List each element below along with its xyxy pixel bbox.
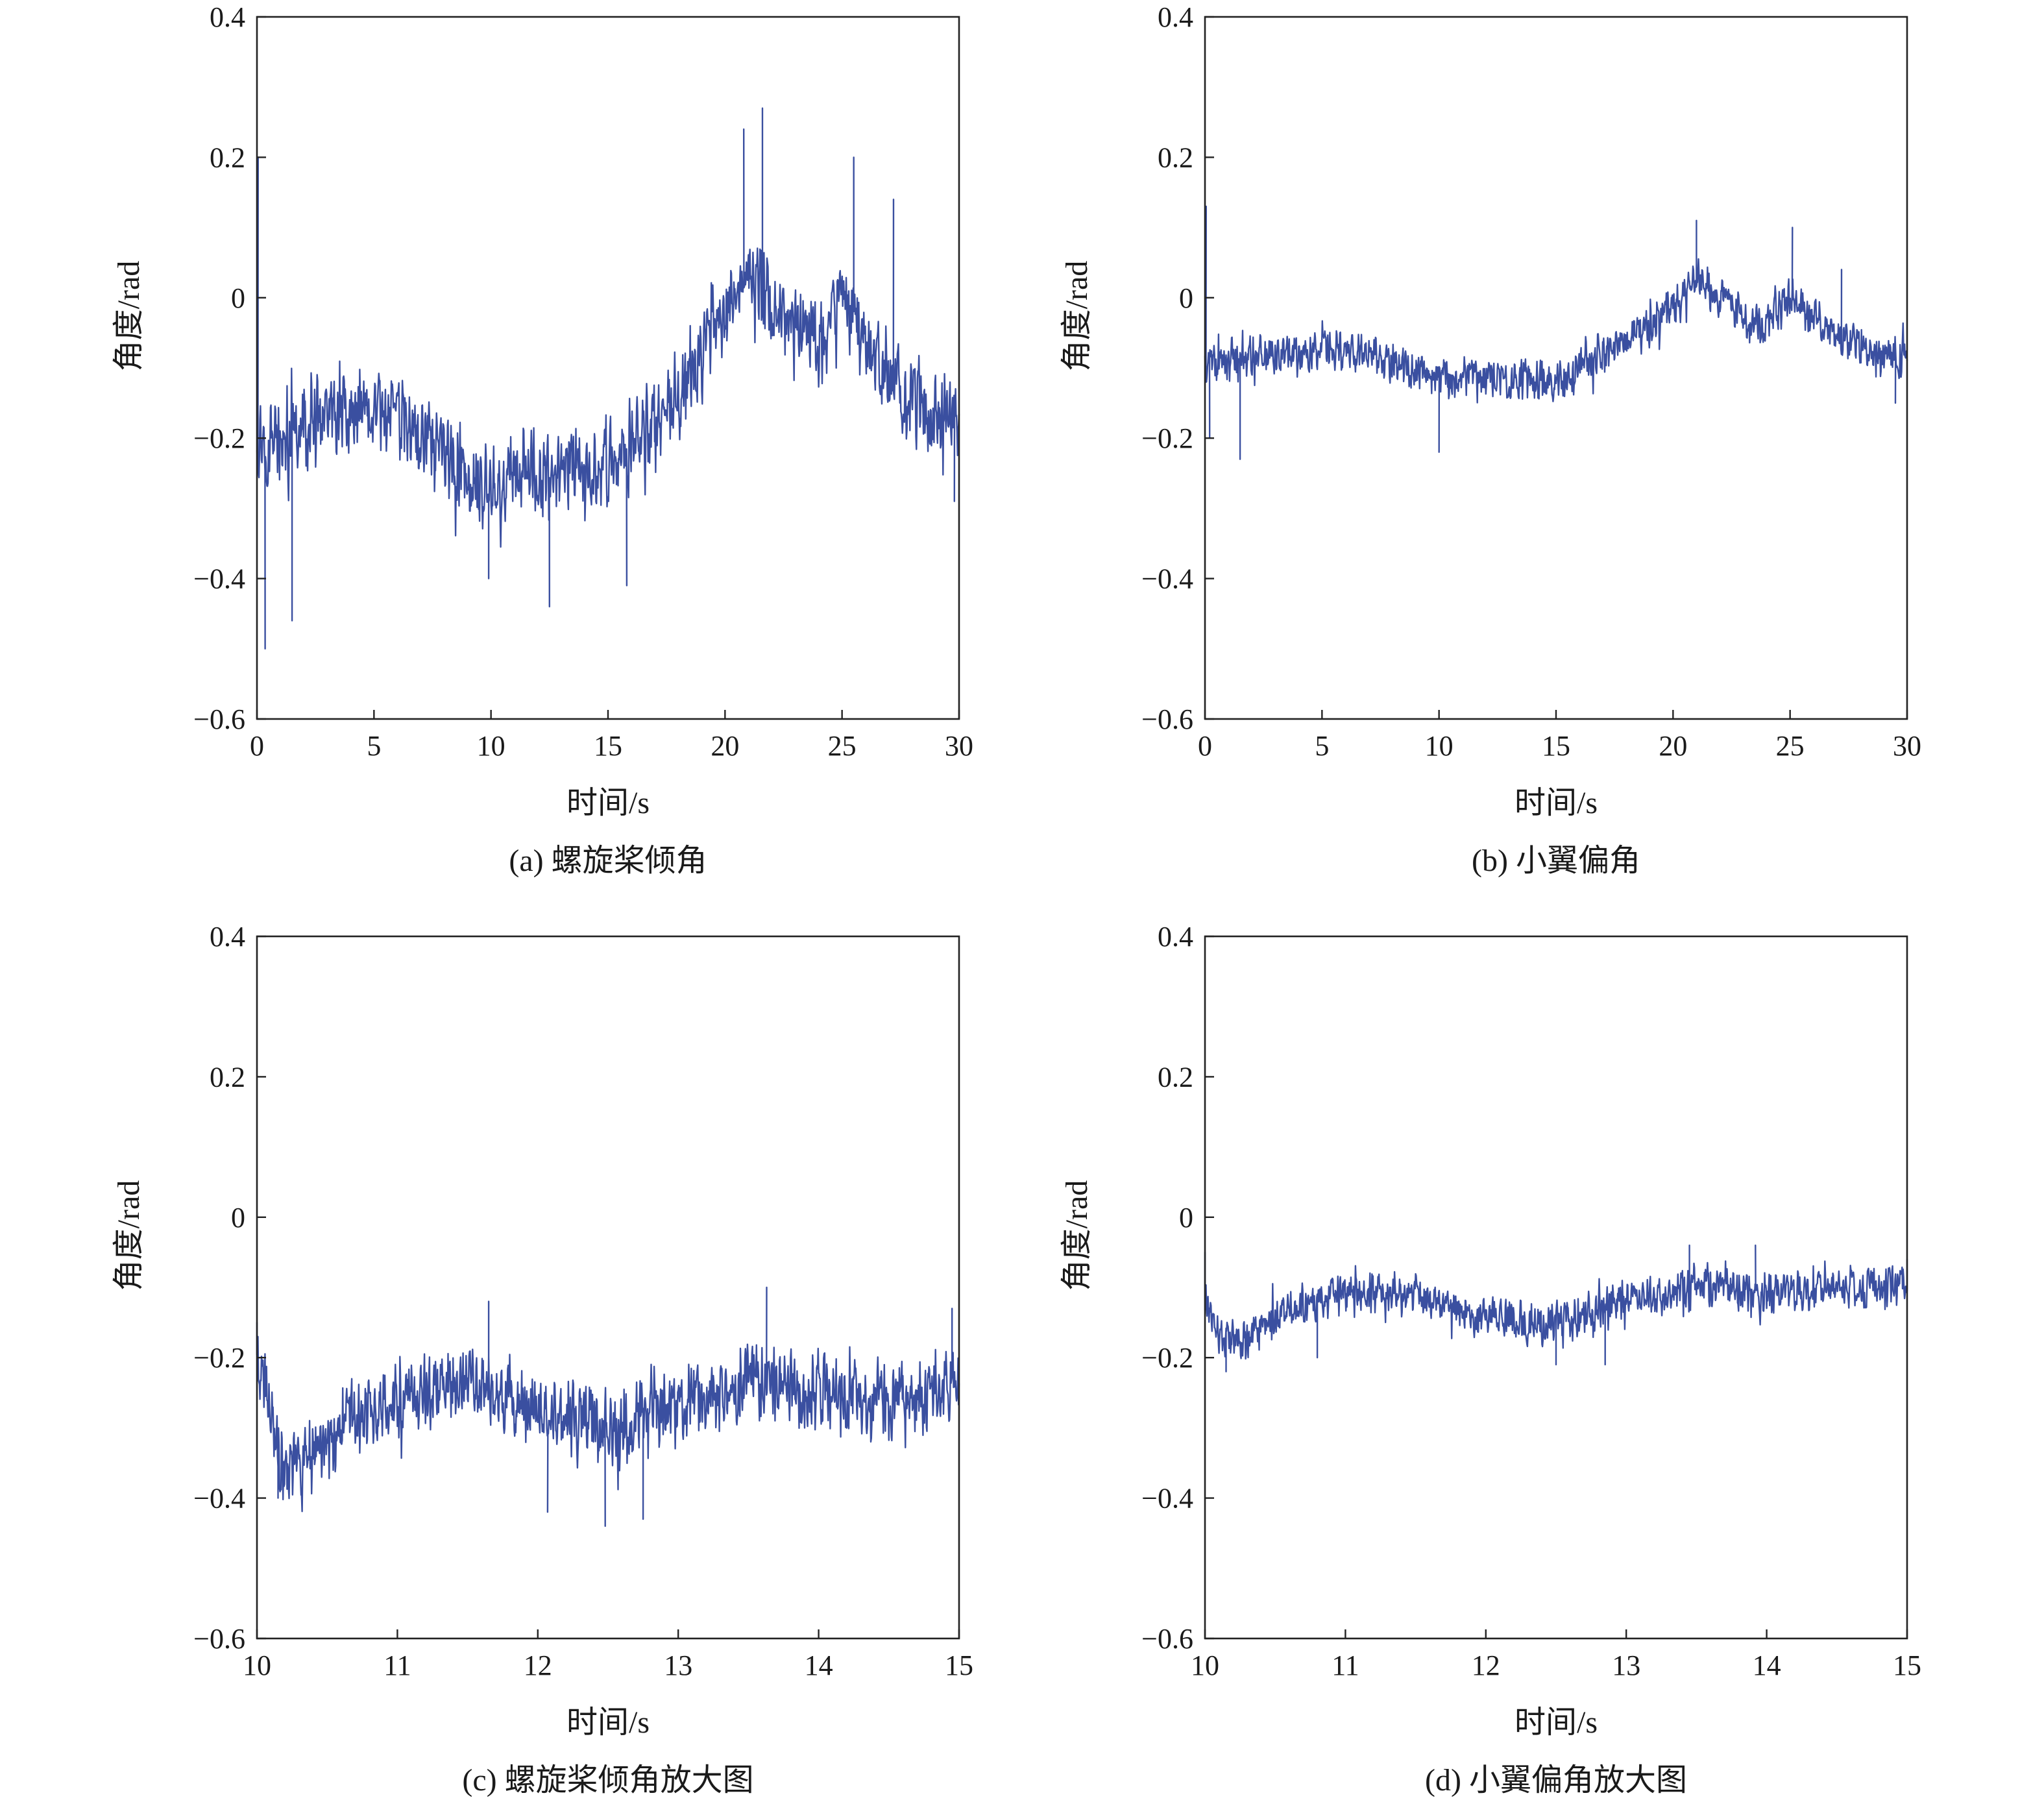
x-tick-label: 10: [1191, 1650, 1219, 1681]
x-tick-label: 10: [243, 1650, 271, 1681]
y-tick-label: 0.2: [1158, 141, 1193, 173]
x-axis-label: 时间/s: [1515, 1705, 1598, 1740]
x-tick-label: 10: [477, 730, 505, 762]
x-tick-label: 25: [828, 730, 857, 762]
y-tick-label: −0.6: [193, 1623, 245, 1655]
axes-frame-d: [1204, 935, 1908, 1640]
y-tick-label: −0.4: [193, 563, 245, 595]
x-tick-label: 0: [250, 730, 264, 762]
x-tick-label: 11: [1332, 1650, 1359, 1681]
y-tick-label: −0.4: [193, 1483, 245, 1515]
y-tick-label: −0.2: [1141, 422, 1193, 454]
y-axis-label: 角度/rad: [1060, 261, 1094, 372]
chart-panel-a: 0 5 10 15 20 25 30 0.4 0.2 0 −0.2 −0.4 −0.6 时间/s 角度/ra…: [112, 1, 973, 878]
x-tick-label: 30: [945, 730, 973, 762]
x-tick-label: 15: [1893, 1650, 1921, 1681]
x-tick-label: 0: [1198, 730, 1212, 762]
y-tick-label: 0.4: [1158, 921, 1193, 953]
panel-caption: (b) 小翼偏角: [1472, 844, 1640, 878]
x-tick-label: 14: [805, 1650, 833, 1681]
y-tick-label: 0.4: [1158, 1, 1193, 33]
x-axis-label: 时间/s: [1515, 786, 1598, 820]
x-tick-label: 25: [1776, 730, 1805, 762]
data-line-c: [256, 1286, 960, 1528]
x-tick-label: 12: [524, 1650, 552, 1681]
y-tick-label: 0: [1179, 1202, 1193, 1234]
data-line-b: [1204, 205, 1908, 460]
x-axis-label: 时间/s: [566, 1705, 650, 1740]
y-tick-label: −0.4: [1141, 1483, 1193, 1515]
y-tick-label: −0.2: [193, 1342, 245, 1374]
y-tick-label: −0.6: [193, 703, 245, 735]
data-line-d: [1204, 1244, 1908, 1372]
panel-caption: (a) 螺旋桨倾角: [509, 844, 707, 878]
y-tick-label: 0.2: [1158, 1061, 1193, 1093]
x-tick-label: 20: [1659, 730, 1687, 762]
y-tick-label: 0: [1179, 282, 1193, 314]
data-line-a: [256, 107, 960, 650]
y-tick-label: 0: [231, 282, 245, 314]
x-tick-label: 10: [1425, 730, 1454, 762]
chart-panel-c: 10 11 12 13 14 15 0.4 0.2 0 −0.2 −0.4 −0.6 时间/s 角度/ra…: [112, 921, 973, 1797]
y-tick-label: −0.2: [193, 422, 245, 454]
y-axis-label: 角度/rad: [1060, 1180, 1094, 1291]
x-tick-label: 15: [945, 1650, 973, 1681]
x-tick-label: 15: [594, 730, 622, 762]
panel-caption: (c) 螺旋桨倾角放大图: [462, 1763, 753, 1797]
panel-caption: (d) 小翼偏角放大图: [1425, 1763, 1687, 1797]
x-tick-label: 20: [711, 730, 739, 762]
y-tick-label: 0.4: [210, 921, 245, 953]
y-tick-label: −0.2: [1141, 1342, 1193, 1374]
chart-panel-b: 0 5 10 15 20 25 30 0.4 0.2 0 −0.2 −0.4 −0.6 时间/s 角度/ra…: [1060, 1, 1921, 878]
x-tick-label: 12: [1472, 1650, 1500, 1681]
y-tick-label: 0.2: [210, 1061, 245, 1093]
y-tick-label: −0.6: [1141, 703, 1193, 735]
x-tick-label: 11: [383, 1650, 411, 1681]
y-tick-label: −0.4: [1141, 563, 1193, 595]
x-tick-label: 14: [1753, 1650, 1781, 1681]
axes-frame-c: [256, 935, 960, 1640]
axes-frame-b: [1204, 16, 1908, 720]
y-tick-label: 0: [231, 1202, 245, 1234]
x-tick-label: 5: [367, 730, 381, 762]
x-tick-label: 30: [1893, 730, 1921, 762]
y-tick-label: −0.6: [1141, 1623, 1193, 1655]
x-axis-label: 时间/s: [566, 786, 650, 820]
chart-panel-d: 10 11 12 13 14 15 0.4 0.2 0 −0.2 −0.4 −0.6 时间/s 角度/ra…: [1060, 921, 1921, 1797]
x-tick-label: 13: [664, 1650, 692, 1681]
axes-frame-a: [256, 16, 960, 720]
x-tick-label: 15: [1542, 730, 1570, 762]
x-tick-label: 13: [1612, 1650, 1640, 1681]
y-tick-label: 0.4: [210, 1, 245, 33]
y-axis-label: 角度/rad: [112, 261, 146, 372]
x-tick-label: 5: [1315, 730, 1329, 762]
y-tick-label: 0.2: [210, 141, 245, 173]
y-axis-label: 角度/rad: [112, 1180, 146, 1291]
